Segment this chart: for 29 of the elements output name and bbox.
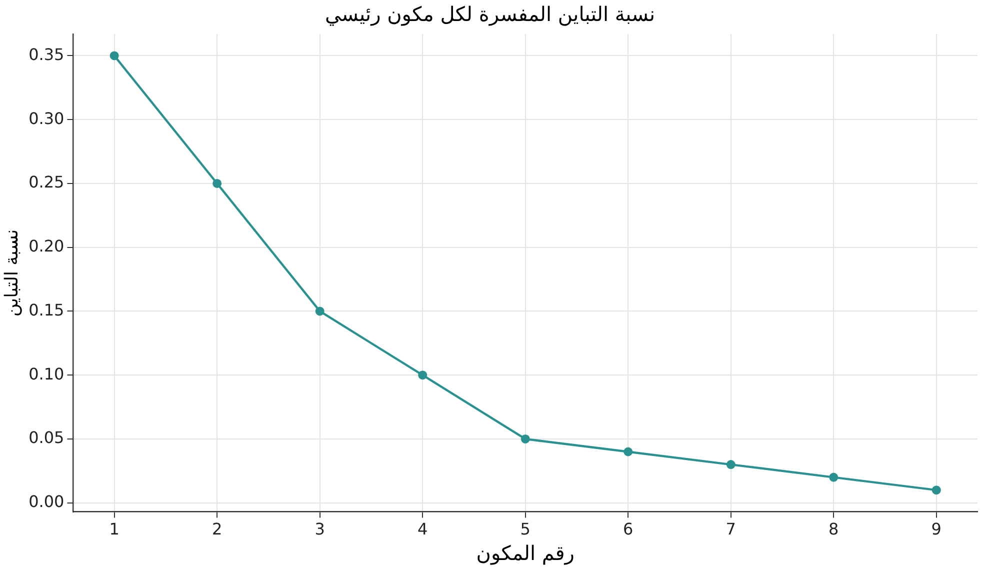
point [624, 447, 633, 456]
y-tick-label: 0.25 [28, 172, 64, 192]
y-tick-label: 0.00 [28, 492, 64, 512]
point [829, 472, 838, 482]
x-tick-label: 4 [418, 520, 428, 539]
y-axis-title: نسبة التباين [1, 229, 22, 317]
x-tick-label: 9 [931, 520, 942, 539]
x-tick-label: 1 [109, 520, 120, 539]
x-tick-label: 6 [623, 520, 634, 539]
point [212, 178, 222, 188]
point [110, 51, 119, 60]
x-tick-label: 3 [314, 520, 325, 539]
x-axis-title: رقم المكون [476, 541, 574, 566]
x-tick-label: 7 [726, 520, 736, 539]
y-tick-label: 0.15 [28, 300, 64, 320]
point [418, 370, 428, 380]
point [726, 460, 736, 470]
y-tick-label: 0.20 [28, 236, 64, 256]
point [315, 306, 324, 316]
x-tick-label: 8 [828, 520, 839, 539]
y-tick-label: 0.10 [28, 364, 64, 384]
x-tick-label: 5 [520, 520, 530, 539]
x-tick-label: 2 [212, 520, 222, 539]
y-tick-label: 0.35 [28, 44, 64, 64]
point [520, 434, 530, 444]
y-tick-label: 0.30 [28, 108, 64, 128]
y-tick-label: 0.05 [28, 428, 64, 448]
chart-title: نسبة التباين المفسرة لكل مكون رئيسي [324, 2, 656, 26]
point [932, 486, 941, 495]
